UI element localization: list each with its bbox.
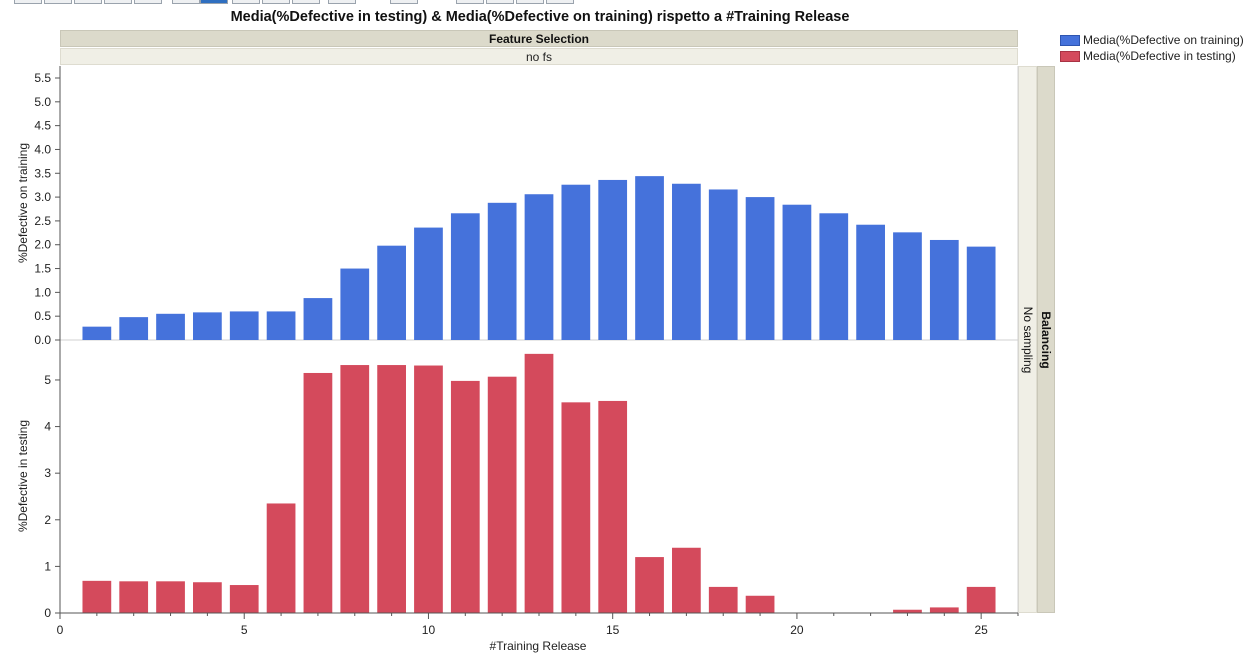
bar-training-25: [966, 246, 996, 340]
training-bars: [82, 176, 996, 340]
testing-bars: [82, 353, 996, 613]
y-tick-label-testing: 3: [44, 466, 51, 480]
bar-training-2: [119, 317, 149, 340]
balancing-header-panel: Balancing: [1037, 66, 1055, 613]
legend-item-testing[interactable]: Media(%Defective in testing): [1060, 48, 1244, 64]
bar-training-3: [156, 313, 185, 340]
bar-testing-1: [82, 580, 112, 613]
legend-swatch-testing: [1060, 50, 1080, 62]
legend-swatch-training: [1060, 34, 1080, 46]
x-tick-label: 20: [790, 623, 804, 637]
bar-testing-2: [119, 581, 149, 613]
bar-testing-5: [229, 585, 259, 613]
y-tick-label-training: 0.0: [34, 333, 51, 347]
bar-training-16: [635, 176, 664, 340]
bar-testing-8: [340, 365, 370, 613]
x-tick-label: 10: [422, 623, 436, 637]
axes: 0.0 0.5 1.0 1.5 2.0 2.5 3.0 3.5 4.0 4.5 5.0 5.5 0 1 2 3…: [34, 66, 1019, 637]
x-tick-label: 25: [974, 623, 988, 637]
y-axis-label-testing: %Defective in testing: [16, 420, 30, 532]
bar-testing-13: [524, 353, 554, 613]
x-axis-label: #Training Release: [490, 639, 587, 653]
y-tick-label-testing: 5: [44, 373, 51, 387]
bar-testing-6: [266, 503, 296, 613]
bar-training-1: [82, 326, 112, 340]
x-tick-label: 0: [57, 623, 64, 637]
bar-testing-19: [745, 595, 775, 613]
bar-testing-25: [966, 586, 996, 613]
y-axis-label-training: %Defective on training: [16, 143, 30, 263]
bar-training-19: [745, 197, 775, 340]
bar-testing-17: [672, 547, 701, 613]
bar-testing-9: [377, 365, 406, 613]
bar-training-10: [414, 227, 443, 340]
y-tick-label-training: 0.5: [34, 309, 51, 323]
bar-training-21: [819, 213, 849, 340]
bar-training-6: [266, 311, 296, 340]
bar-testing-3: [156, 581, 185, 613]
chart-title: Media(%Defective in testing) & Media(%De…: [230, 9, 850, 25]
y-tick-label-testing: 0: [44, 606, 51, 620]
bar-training-13: [524, 194, 554, 340]
bar-training-24: [929, 239, 959, 340]
bar-testing-24: [929, 607, 959, 613]
y-tick-label-training: 5.0: [34, 95, 51, 109]
y-tick-label-training: 1.5: [34, 262, 51, 276]
bar-training-5: [229, 311, 259, 340]
bar-training-18: [708, 189, 738, 340]
bar-training-7: [303, 298, 333, 340]
y-tick-label-training: 2.5: [34, 214, 51, 228]
bar-testing-4: [193, 582, 222, 613]
y-tick-label-testing: 1: [44, 559, 51, 573]
legend-item-training[interactable]: Media(%Defective on training): [1060, 32, 1244, 48]
bar-testing-7: [303, 372, 333, 613]
legend-label-testing: Media(%Defective in testing): [1083, 49, 1236, 63]
toolbar-strip: [0, 0, 580, 4]
bar-training-12: [487, 202, 517, 340]
feature-selection-header: Feature Selection: [60, 30, 1018, 47]
bar-training-20: [782, 204, 812, 340]
y-tick-label-training: 5.5: [34, 71, 51, 85]
bar-testing-18: [708, 586, 738, 613]
bar-testing-12: [487, 376, 517, 613]
y-tick-label-training: 2.0: [34, 238, 51, 252]
bar-testing-15: [598, 400, 628, 613]
bar-training-14: [561, 184, 591, 340]
bar-testing-23: [893, 609, 922, 613]
bar-training-11: [450, 213, 480, 340]
y-tick-label-training: 3.5: [34, 166, 51, 180]
y-tick-label-training: 4.0: [34, 142, 51, 156]
bar-training-17: [672, 183, 701, 340]
bar-testing-14: [561, 402, 591, 613]
bar-training-22: [856, 224, 885, 340]
y-tick-label-testing: 2: [44, 513, 51, 527]
bar-testing-16: [635, 557, 664, 613]
y-tick-label-training: 3.0: [34, 190, 51, 204]
legend[interactable]: Media(%Defective on training) Media(%Def…: [1060, 32, 1244, 64]
y-tick-label-testing: 4: [44, 420, 51, 434]
legend-label-training: Media(%Defective on training): [1083, 33, 1244, 47]
bar-training-4: [193, 312, 222, 340]
bar-testing-11: [450, 380, 480, 613]
bar-testing-10: [414, 365, 443, 613]
y-tick-label-training: 1.0: [34, 285, 51, 299]
bar-training-9: [377, 245, 406, 340]
bar-training-23: [893, 232, 922, 340]
x-tick-label: 5: [241, 623, 248, 637]
feature-selection-value: no fs: [60, 48, 1018, 65]
bar-training-8: [340, 268, 370, 340]
y-tick-label-training: 4.5: [34, 119, 51, 133]
bar-training-15: [598, 179, 628, 340]
x-tick-label: 15: [606, 623, 620, 637]
